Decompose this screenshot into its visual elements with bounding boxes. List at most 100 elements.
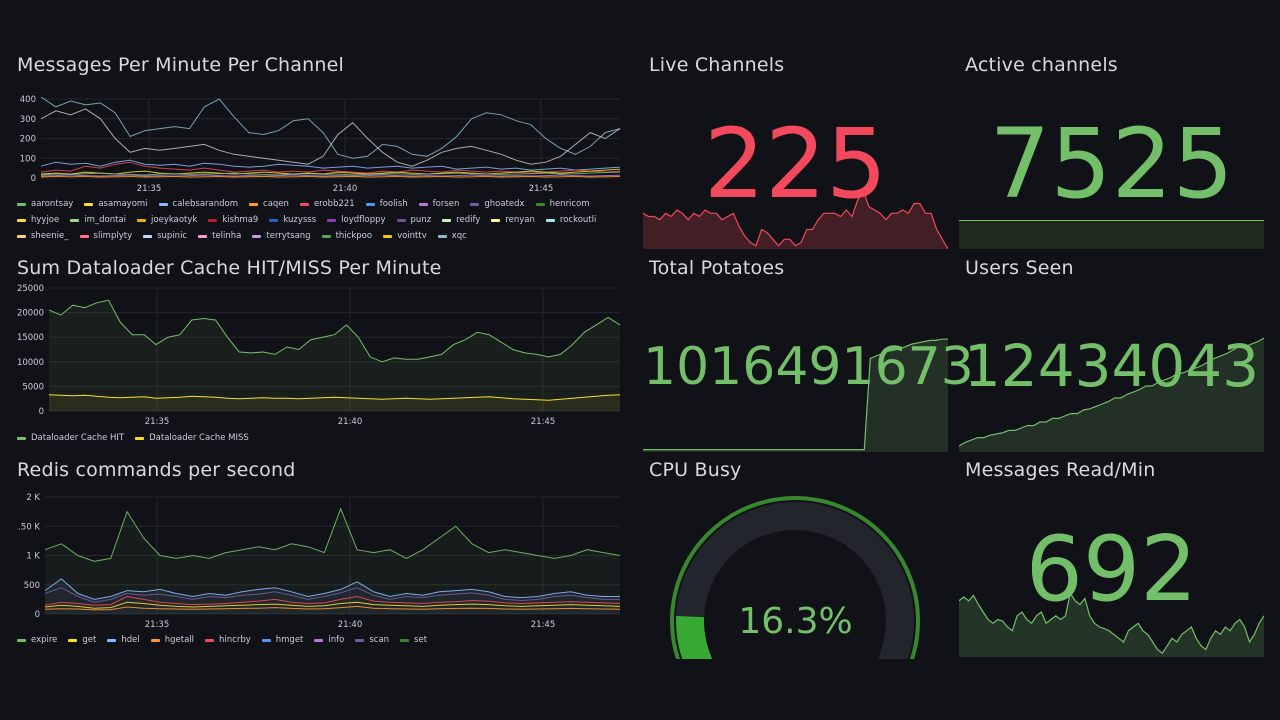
- legend-swatch: [17, 202, 26, 206]
- panel-title[interactable]: Sum Dataloader Cache HIT/MISS Per Minute: [17, 257, 442, 279]
- series-line: [44, 587, 620, 603]
- legend-swatch: [249, 202, 259, 206]
- legend-item[interactable]: xqc: [437, 228, 467, 244]
- gauge-value-arc: [676, 616, 713, 659]
- messages-per-minute-legend: aarontsay asamayomi calebsarandom caqen erob…: [17, 196, 617, 244]
- sparkline-line: [959, 591, 1264, 655]
- legend-item[interactable]: punz: [396, 212, 431, 228]
- legend-label: slimplyty: [93, 231, 133, 241]
- panel-title[interactable]: CPU Busy: [649, 459, 742, 481]
- y-tick-label: 0: [35, 610, 40, 620]
- legend-item[interactable]: supinic: [143, 228, 187, 244]
- legend-item[interactable]: sheenie_: [17, 228, 69, 244]
- y-tick-label: 400: [20, 95, 36, 105]
- panel-title[interactable]: Total Potatoes: [649, 257, 785, 279]
- legend-item[interactable]: Dataloader Cache HIT: [17, 430, 124, 446]
- legend-item[interactable]: im_dontai: [70, 212, 126, 228]
- legend-item[interactable]: redify: [442, 212, 480, 228]
- panel-title[interactable]: Active channels: [965, 54, 1118, 76]
- legend-swatch: [437, 234, 447, 238]
- total-potatoes-sparkline: [643, 338, 948, 452]
- legend-label: aarontsay: [31, 199, 74, 209]
- legend-item[interactable]: rockoutli: [545, 212, 597, 228]
- legend-label: ghoatedx: [484, 199, 525, 209]
- legend-swatch: [158, 202, 168, 206]
- legend-swatch: [208, 218, 218, 222]
- panel-title[interactable]: Messages Per Minute Per Channel: [17, 54, 344, 76]
- legend-item[interactable]: telinha: [198, 228, 241, 244]
- legend-item[interactable]: hgetall: [150, 632, 195, 648]
- panel-active-channels: Active channels 7525: [959, 54, 1264, 249]
- legend-item[interactable]: erobb221: [299, 196, 355, 212]
- dataloader-legend: Dataloader Cache HIT Dataloader Cache MIS…: [17, 430, 617, 446]
- dataloader-chart: 25000 20000 15000 10000 5000 0 21:35 21:40 21:45: [17, 284, 621, 427]
- legend-item[interactable]: get: [68, 632, 96, 648]
- legend-item[interactable]: joeykaotyk: [137, 212, 197, 228]
- legend-item[interactable]: ghoatedx: [470, 196, 525, 212]
- legend-item[interactable]: renyan: [491, 212, 535, 228]
- legend-swatch: [442, 218, 452, 222]
- series-area: [49, 394, 620, 411]
- legend-item[interactable]: expire: [17, 632, 57, 648]
- legend-swatch: [470, 202, 480, 206]
- panel-messages-per-minute: Messages Per Minute Per Channel 400 300 20…: [17, 54, 627, 244]
- legend-swatch: [535, 202, 545, 206]
- live-channels-value: 225: [703, 108, 888, 220]
- y-tick-label: 25000: [17, 284, 44, 294]
- legend-item[interactable]: hmget: [261, 632, 303, 648]
- legend-item[interactable]: scan: [355, 632, 389, 648]
- legend-swatch: [79, 234, 89, 238]
- series-area: [45, 508, 620, 614]
- legend-item[interactable]: caqen: [249, 196, 289, 212]
- legend-item[interactable]: set: [400, 632, 427, 648]
- panel-title[interactable]: Redis commands per second: [17, 459, 296, 481]
- legend-item[interactable]: aarontsay: [17, 196, 73, 212]
- legend-item[interactable]: hyyjoe: [17, 212, 59, 228]
- legend-label: rockoutli: [559, 215, 597, 225]
- legend-swatch: [321, 234, 331, 238]
- y-tick-label: 500: [24, 581, 40, 591]
- legend-item[interactable]: hincrby: [205, 632, 251, 648]
- legend-item[interactable]: kuzysss: [269, 212, 316, 228]
- legend-label: caqen: [263, 199, 289, 209]
- legend-item[interactable]: calebsarandom: [158, 196, 238, 212]
- legend-swatch: [491, 218, 501, 222]
- legend-item[interactable]: terrytsang: [252, 228, 311, 244]
- series-line: [40, 168, 621, 175]
- legend-item[interactable]: henricom: [535, 196, 590, 212]
- legend-item[interactable]: vointtv: [383, 228, 427, 244]
- panel-title[interactable]: Messages Read/Min: [965, 459, 1156, 481]
- legend-item[interactable]: thickpoo: [321, 228, 372, 244]
- legend-item[interactable]: foolish: [365, 196, 408, 212]
- panel-title[interactable]: Users Seen: [965, 257, 1074, 279]
- legend-swatch: [205, 638, 215, 642]
- legend-item[interactable]: forsen: [418, 196, 459, 212]
- legend-item[interactable]: hdel: [107, 632, 140, 648]
- users-seen-sparkline: [959, 337, 1264, 452]
- legend-item[interactable]: loydfloppy: [327, 212, 386, 228]
- legend-label: hgetall: [164, 635, 195, 645]
- series-line: [40, 96, 621, 159]
- legend-label: telinha: [212, 231, 242, 241]
- y-tick-label: 0: [39, 407, 44, 417]
- legend-item[interactable]: kishma9: [208, 212, 258, 228]
- legend-label: kishma9: [222, 215, 259, 225]
- series-line: [44, 605, 621, 611]
- legend-label: joeykaotyk: [151, 215, 198, 225]
- legend-label: renyan: [505, 215, 535, 225]
- messages-read-sparkline: [959, 591, 1264, 657]
- legend-label: hyyjoe: [31, 215, 60, 225]
- legend-item[interactable]: slimplyty: [79, 228, 133, 244]
- cpu-gauge: [670, 496, 920, 659]
- legend-item[interactable]: info: [314, 632, 344, 648]
- legend-swatch: [383, 234, 393, 238]
- legend-item[interactable]: asamayomi: [84, 196, 148, 212]
- legend-swatch: [365, 202, 375, 206]
- x-tick-label: 21:45: [531, 620, 556, 630]
- panel-title[interactable]: Live Channels: [649, 54, 785, 76]
- active-channels-value: 7525: [989, 108, 1234, 220]
- legend-swatch: [400, 638, 410, 642]
- legend-swatch: [252, 234, 262, 238]
- y-tick-label: 200: [20, 135, 36, 145]
- legend-item[interactable]: Dataloader Cache MISS: [135, 430, 249, 446]
